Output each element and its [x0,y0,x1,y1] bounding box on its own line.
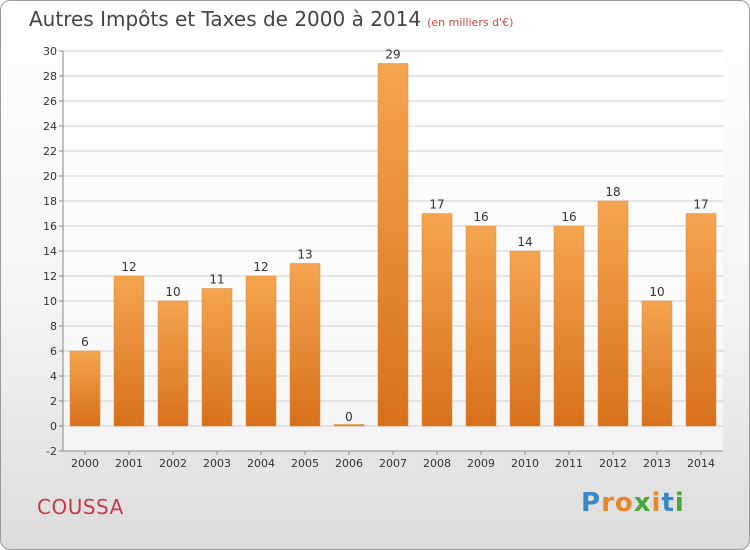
x-tick-label-2002: 2002 [159,457,187,470]
bar-2003 [201,288,233,427]
y-tick-label: 26 [43,95,57,108]
bar-2010 [509,250,541,427]
chart-subtitle: (en milliers d'€) [427,16,514,29]
x-tick-label-2005: 2005 [291,457,319,470]
data-label-2014: 17 [693,198,708,212]
commune-name: COUSSA [37,495,124,519]
y-tick-label: 30 [43,45,57,58]
data-label-2000: 6 [81,335,89,349]
x-tick-label-2003: 2003 [203,457,231,470]
x-tick-label-2001: 2001 [115,457,143,470]
x-tick-label-2009: 2009 [467,457,495,470]
data-label-2009: 16 [473,210,488,224]
x-tick-label-2007: 2007 [379,457,407,470]
data-label-2006: 0 [345,410,353,424]
y-tick-label: 16 [43,220,57,233]
data-label-2004: 12 [253,260,268,274]
x-tick-label-2006: 2006 [335,457,363,470]
logo-letter: r [601,488,615,518]
y-tick-label: 18 [43,195,57,208]
data-label-2001: 12 [121,260,136,274]
data-label-2012: 18 [605,185,620,199]
data-label-2010: 14 [517,235,532,249]
y-tick-label: 14 [43,245,57,258]
bar-2000 [69,350,101,427]
x-tick-label-2000: 2000 [71,457,99,470]
logo-letter: i [674,488,685,518]
x-tick-label-2004: 2004 [247,457,275,470]
bar-2011 [553,225,585,427]
bar-2013 [641,300,673,427]
data-label-2008: 17 [429,198,444,212]
y-tick-label: -2 [46,445,57,458]
data-label-2013: 10 [649,285,664,299]
logo-letter: i [651,488,662,518]
logo-letter: t [661,488,675,518]
x-tick-label-2008: 2008 [423,457,451,470]
y-tick-label: 12 [43,270,57,283]
logo-letter: o [614,488,634,518]
bar-2008 [421,213,453,427]
bar-2004 [245,275,277,427]
chart-title: Autres Impôts et Taxes de 2000 à 2014 (en… [29,7,513,31]
y-tick-label: 2 [50,395,57,408]
y-tick-label: 24 [43,120,57,133]
chart-title-text: Autres Impôts et Taxes de 2000 à 2014 [29,7,422,31]
y-tick-label: 22 [43,145,57,158]
x-tick-label-2014: 2014 [687,457,715,470]
data-label-2002: 10 [165,285,180,299]
data-label-2007: 29 [385,48,400,62]
y-tick-label: 4 [50,370,57,383]
y-tick-label: 20 [43,170,57,183]
y-tick-label: 8 [50,320,57,333]
bar-2006 [333,424,365,427]
logo-letter: x [633,488,652,518]
proxiti-logo[interactable]: Proxiti [581,488,685,518]
bar-2002 [157,300,189,427]
data-label-2003: 11 [209,273,224,287]
x-tick-label-2012: 2012 [599,457,627,470]
bar-2005 [289,263,321,427]
x-tick-label-2010: 2010 [511,457,539,470]
bar-2001 [113,275,145,427]
x-tick-label-2011: 2011 [555,457,583,470]
data-label-2005: 13 [297,248,312,262]
data-label-2011: 16 [561,210,576,224]
y-tick-label: 6 [50,345,57,358]
bar-2014 [685,213,717,427]
bar-2009 [465,225,497,427]
bar-2007 [377,63,409,427]
y-tick-label: 28 [43,70,57,83]
logo-letter: P [581,488,602,518]
x-tick-label-2013: 2013 [643,457,671,470]
y-tick-label: 10 [43,295,57,308]
y-tick-label: 0 [50,420,57,433]
bar-2012 [597,200,629,427]
